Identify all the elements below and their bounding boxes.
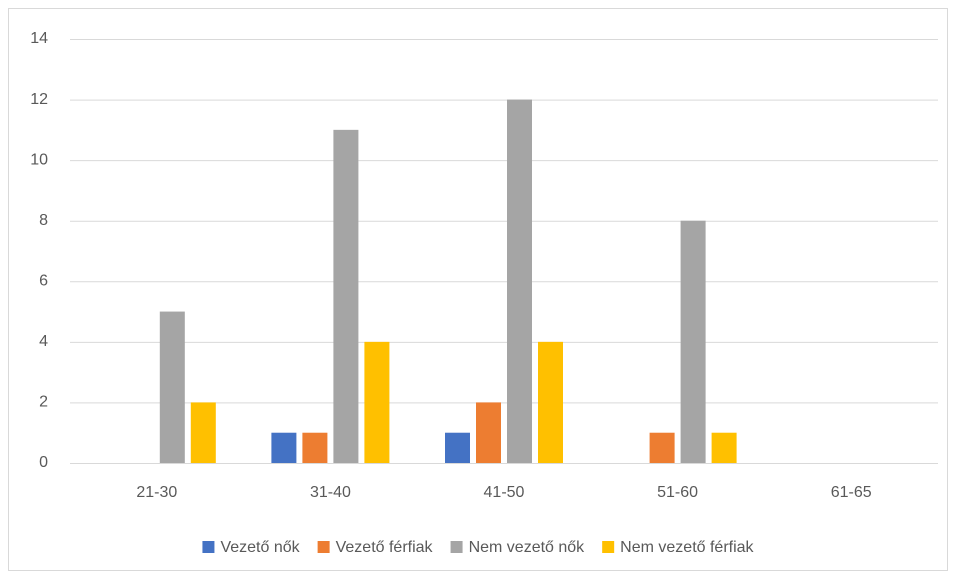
bar — [476, 402, 501, 463]
bar — [190, 402, 216, 463]
legend-label: Vezető férfiak — [336, 539, 434, 556]
bar — [302, 432, 328, 463]
bar — [364, 341, 390, 463]
y-tick-label: 0 — [39, 454, 48, 471]
bar — [711, 432, 737, 463]
x-tick-label: 21-30 — [136, 484, 177, 501]
legend-label: Nem vezető férfiak — [620, 539, 754, 556]
chart-border — [8, 8, 948, 571]
bar — [507, 99, 532, 464]
legend-label: Nem vezető nők — [469, 539, 586, 556]
legend-swatch — [602, 541, 615, 553]
x-tick-label: 31-40 — [310, 484, 351, 501]
legend-label: Vezető nők — [220, 539, 300, 556]
y-tick-label: 6 — [39, 273, 48, 290]
bar — [445, 432, 470, 463]
y-tick-label: 12 — [30, 91, 48, 108]
y-tick-label: 4 — [39, 333, 48, 350]
x-tick-label: 51-60 — [657, 484, 698, 501]
bar — [680, 220, 706, 463]
bar — [538, 341, 563, 463]
legend-swatch — [317, 541, 330, 553]
bar — [271, 432, 297, 463]
y-tick-label: 10 — [30, 151, 48, 168]
y-tick-label: 14 — [30, 30, 48, 47]
legend-swatch — [450, 541, 463, 553]
y-tick-label: 2 — [39, 394, 48, 411]
bar — [649, 432, 675, 463]
y-tick-label: 8 — [39, 212, 48, 229]
legend-swatch — [202, 541, 215, 553]
bar — [159, 311, 185, 463]
x-tick-label: 41-50 — [484, 484, 525, 501]
x-tick-label: 61-65 — [831, 484, 872, 501]
bar — [333, 129, 359, 463]
